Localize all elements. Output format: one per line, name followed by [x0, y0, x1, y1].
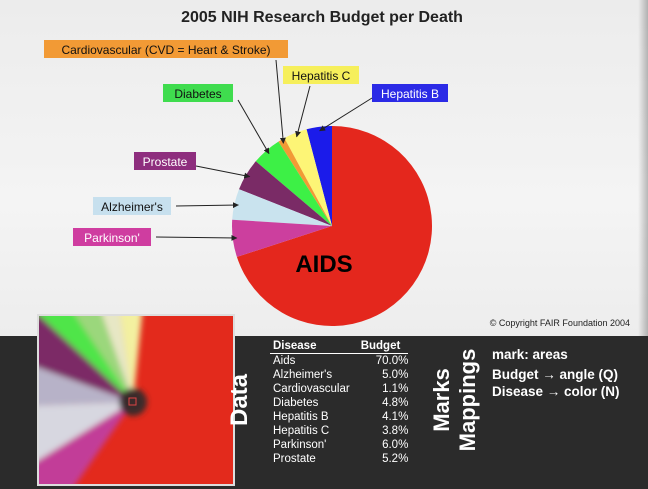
label-box: [283, 66, 359, 84]
table-row: Diabetes 4.8%: [270, 396, 408, 410]
disease-cell: Hepatitis B: [273, 411, 329, 423]
mappings-list: mark: areas Budget → angle (Q) Disease →…: [492, 346, 620, 400]
label-text: Cardiovascular (CVD = Heart & Stroke): [61, 43, 270, 57]
label-box: [44, 40, 288, 58]
budget-mapping-line: Budget → angle (Q): [492, 367, 618, 382]
mappings-heading: Mappings: [455, 348, 480, 452]
pie-slice-hepatitis-c: [284, 129, 332, 226]
label-cardiovascular: Cardiovascular (CVD = Heart & Stroke): [44, 40, 288, 144]
pie-chart: 2005 NIH Research Budget per Death Cardi…: [44, 9, 630, 328]
label-text: Prostate: [143, 155, 188, 169]
disease-cell: Aids: [273, 355, 296, 367]
aids-slice-label: AIDS: [295, 251, 352, 278]
leader-arrow: [275, 59, 286, 144]
pie-slice-diabetes: [255, 141, 332, 226]
leader-arrow: [319, 97, 373, 132]
disease-cell: Cardiovascular: [273, 383, 350, 395]
budget-cell: 3.8%: [382, 425, 409, 437]
budget-cell: 5.2%: [382, 453, 409, 465]
chart-title: 2005 NIH Research Budget per Death: [181, 9, 463, 26]
leader-arrow: [155, 234, 238, 241]
disease-cell: Hepatitis C: [273, 425, 330, 437]
budget-cell: 5.0%: [382, 369, 409, 381]
label-text: Hepatitis C: [292, 69, 351, 83]
disease-mapping-line: Disease → color (N): [492, 384, 620, 399]
table-row: Alzheimer's 5.0%: [270, 368, 408, 382]
table-row: Parkinson' 6.0%: [270, 438, 408, 452]
leader-arrow: [195, 165, 251, 179]
mark-type-line: mark: areas: [492, 347, 568, 362]
table-row: Cardiovascular 1.1%: [270, 382, 408, 396]
budget-cell: 1.1%: [382, 383, 409, 395]
budget-cell: 4.8%: [382, 397, 409, 409]
disease-cell: Parkinson': [273, 439, 327, 451]
leader-arrow: [295, 85, 311, 138]
table-row: Hepatitis C 3.8%: [270, 424, 408, 438]
label-prostate: Prostate: [134, 152, 251, 179]
leader-arrow: [237, 99, 270, 155]
data-heading: Data: [226, 373, 253, 427]
disease-cell: Diabetes: [273, 397, 319, 409]
label-text: Hepatitis B: [381, 87, 439, 101]
label-box: [73, 228, 151, 246]
table-row: Aids 70.0%: [270, 354, 408, 369]
data-table: Disease Budget Aids 70.0% Alzheimer's 5.0%…: [270, 338, 409, 466]
pie-slice-aids: [236, 126, 432, 326]
label-box: [163, 84, 233, 102]
label-box: [93, 197, 171, 215]
header-budget: Budget: [357, 338, 409, 354]
label-hepatitis-b: Hepatitis B: [319, 84, 448, 132]
copyright-text: © Copyright FAIR Foundation 2004: [490, 318, 630, 328]
disease-cell: Prostate: [273, 453, 316, 465]
table-row: Hepatitis B 4.1%: [270, 410, 408, 424]
budget-cell: 4.1%: [382, 411, 409, 423]
label-diabetes: Diabetes: [163, 84, 270, 155]
label-parkinson: Parkinson': [73, 228, 238, 246]
table-row: Prostate 5.2%: [270, 452, 408, 466]
label-text: Diabetes: [174, 87, 221, 101]
pie-slice-prostate: [239, 161, 332, 226]
label-box: [134, 152, 196, 170]
label-alzheimer-s: Alzheimer's: [93, 197, 239, 215]
label-text: Alzheimer's: [101, 200, 163, 214]
header-disease: Disease: [270, 338, 358, 354]
pie-slice-cardiovascular: [278, 138, 332, 226]
zoomed-pie-detail: [37, 314, 235, 486]
disease-cell: Alzheimer's: [273, 369, 333, 381]
label-text: Parkinson': [84, 231, 140, 245]
marks-heading: Marks: [429, 368, 454, 432]
label-hepatitis-c: Hepatitis C: [283, 66, 359, 138]
label-box: [372, 84, 448, 102]
leader-arrow: [175, 202, 239, 209]
pie-slice-alzheimer-s: [232, 189, 332, 226]
budget-cell: 70.0%: [375, 355, 409, 367]
pie-slice-parkinson: [232, 219, 332, 257]
pie-slice-hepatitis-b: [306, 126, 332, 226]
budget-cell: 6.0%: [382, 439, 409, 451]
